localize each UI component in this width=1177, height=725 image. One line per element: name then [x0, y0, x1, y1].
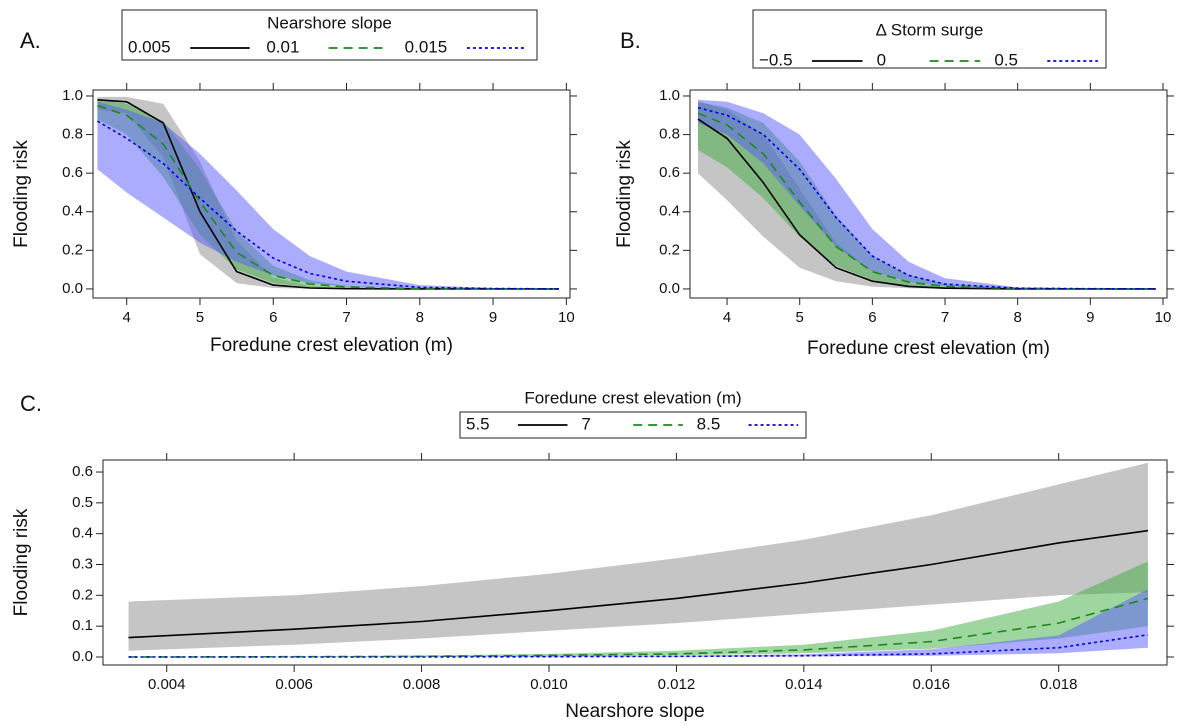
y-tick-label: 0.2 — [62, 241, 83, 258]
x-tick-label: 10 — [1155, 309, 1172, 326]
x-tick-label: 0.018 — [1040, 676, 1078, 693]
y-tick-label: 0.3 — [72, 555, 93, 572]
y-tick-label: 0.4 — [659, 203, 680, 220]
y-tick-label: 0.6 — [62, 164, 83, 181]
y-tick-label: 0.8 — [659, 126, 680, 143]
legend-title: Nearshore slope — [267, 13, 392, 32]
confidence-band — [97, 101, 560, 289]
plot-frame — [689, 89, 1168, 299]
legend-label: 0 — [877, 50, 886, 69]
x-axis-title: Foredune crest elevation (m) — [807, 338, 1050, 359]
plot-frame — [92, 89, 571, 299]
legend-box — [459, 411, 807, 439]
y-tick-label: 0.0 — [72, 648, 93, 665]
line — [128, 597, 1149, 658]
panel-label: A. — [20, 28, 41, 53]
y-axis-title: Flooding risk — [11, 508, 32, 616]
x-tick-label: 4 — [123, 309, 131, 326]
y-tick-label: 1.0 — [62, 87, 83, 104]
y-tick-label: 0.2 — [72, 586, 93, 603]
y-tick-label: 0.1 — [72, 617, 93, 634]
y-tick-label: 0.4 — [62, 203, 83, 220]
plot-frame — [102, 459, 1168, 666]
legend-label: 7 — [581, 414, 590, 433]
line — [128, 634, 1149, 658]
y-tick-label: 0.0 — [62, 280, 83, 297]
legend-label: −0.5 — [759, 50, 793, 69]
x-tick-label: 7 — [941, 309, 949, 326]
x-tick-label: 7 — [342, 309, 350, 326]
y-tick-label: 0.5 — [72, 494, 93, 511]
y-tick-label: 0.4 — [72, 525, 93, 542]
x-tick-label: 10 — [558, 309, 575, 326]
x-tick-label: 0.006 — [275, 676, 313, 693]
legend-label: 0.5 — [994, 50, 1018, 69]
x-tick-label: 0.012 — [658, 676, 696, 693]
legend-label: 5.5 — [466, 414, 490, 433]
legend-box — [121, 9, 538, 61]
panel-label: B. — [620, 28, 641, 53]
x-tick-label: 6 — [868, 309, 876, 326]
legend-label: 0.015 — [405, 37, 448, 56]
y-tick-label: 0.2 — [659, 241, 680, 258]
panel-label: C. — [20, 391, 42, 416]
confidence-band — [698, 99, 1156, 289]
y-tick-label: 0.6 — [659, 164, 680, 181]
y-tick-label: 1.0 — [659, 87, 680, 104]
line — [97, 104, 559, 290]
panel: C. 0.004 0.006 0.008 0.010 0.012 0.014 0.016 0.0… — [11, 388, 1174, 722]
x-axis-title: Foredune crest elevation (m) — [210, 335, 453, 356]
legend-title: Δ Storm surge — [876, 20, 984, 39]
x-tick-label: 4 — [723, 309, 731, 326]
x-tick-label: 6 — [269, 309, 277, 326]
confidence-band — [698, 101, 1156, 289]
x-tick-label: 0.014 — [785, 676, 823, 693]
x-tick-label: 9 — [1086, 309, 1094, 326]
x-tick-label: 8 — [1014, 309, 1022, 326]
legend-label: 0.01 — [266, 37, 299, 56]
line — [96, 120, 560, 290]
y-axis-title: Flooding risk — [11, 140, 32, 248]
confidence-band — [128, 589, 1148, 657]
y-tick-label: 0.0 — [659, 280, 680, 297]
panel: B. 4 5 6 7 8 9 10 0.0 0.2 0.4 0.6 0.8 1.0 Foredune cre… — [614, 9, 1174, 359]
x-tick-label: 5 — [796, 309, 804, 326]
x-tick-label: 0.004 — [148, 676, 186, 693]
line — [128, 529, 1149, 639]
y-tick-label: 0.8 — [62, 126, 83, 143]
x-axis-title: Nearshore slope — [565, 701, 704, 722]
x-tick-label: 0.010 — [530, 676, 568, 693]
y-tick-label: 0.6 — [72, 463, 93, 480]
legend-box — [752, 9, 1107, 69]
x-tick-label: 0.008 — [403, 676, 441, 693]
x-tick-label: 8 — [416, 309, 424, 326]
legend-label: 8.5 — [697, 414, 721, 433]
confidence-band — [128, 462, 1148, 651]
x-tick-label: 9 — [489, 309, 497, 326]
x-tick-label: 0.016 — [912, 676, 950, 693]
legend-title: Foredune crest elevation (m) — [524, 388, 741, 407]
x-tick-label: 5 — [196, 309, 204, 326]
y-axis-title: Flooding risk — [614, 140, 635, 248]
panel: A. 4 5 6 7 8 9 10 0.0 0.2 0.4 0.6 0.8 1.0 Foredune cre… — [11, 9, 577, 356]
legend-label: 0.005 — [128, 37, 171, 56]
line — [697, 106, 1156, 290]
